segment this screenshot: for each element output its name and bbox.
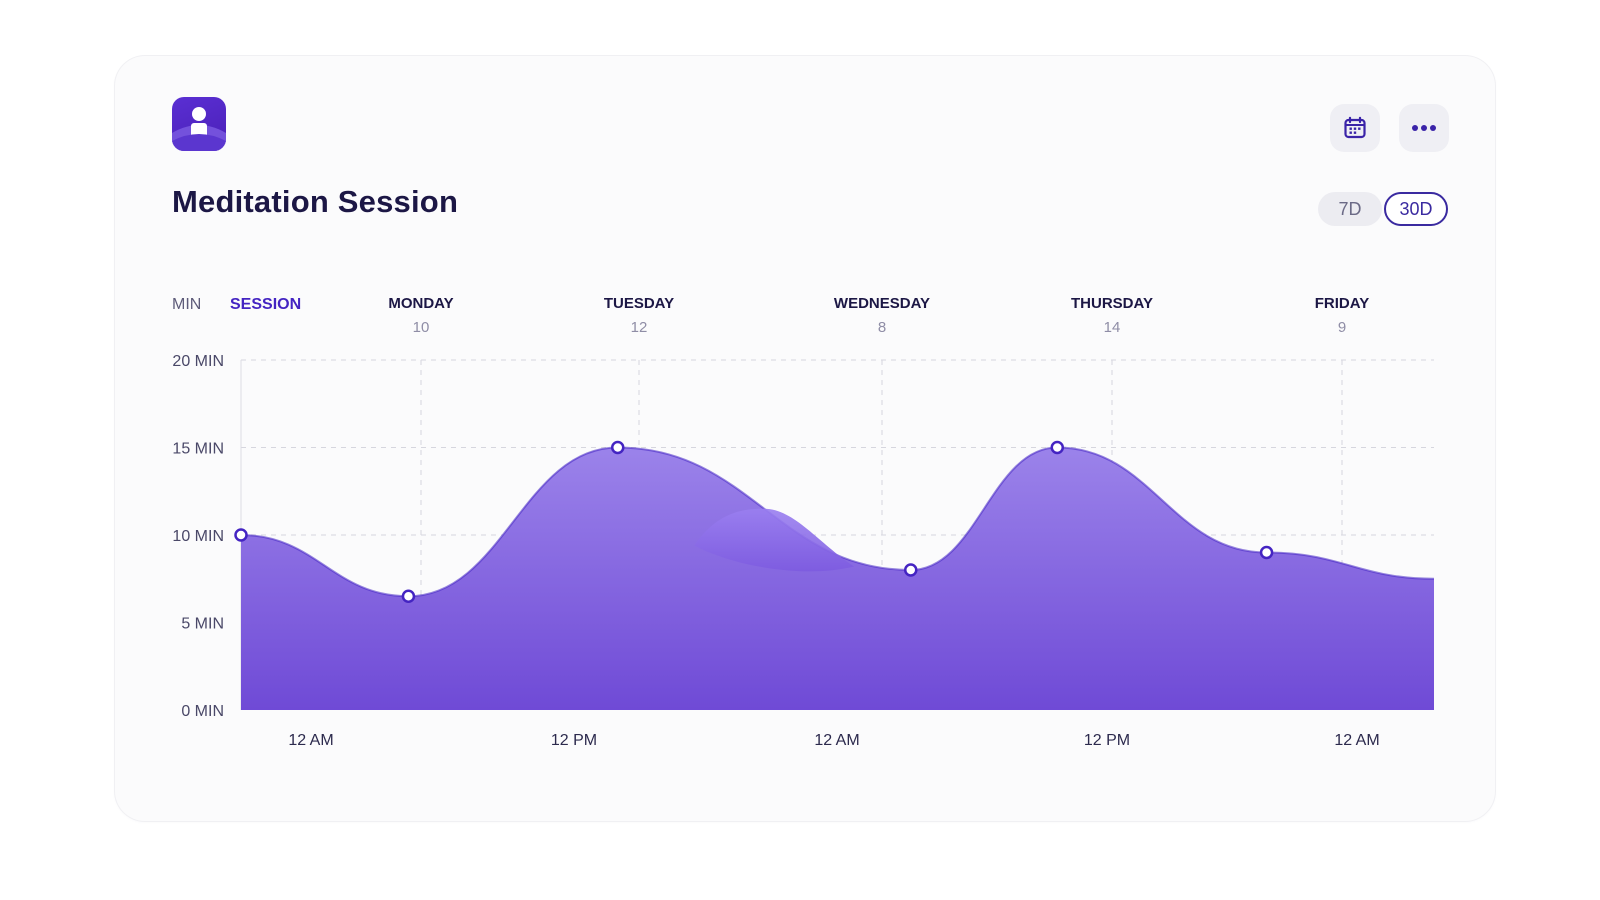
day-value-label: 14 [1104,319,1121,336]
day-label: MONDAY [388,295,453,312]
day-value-label: 10 [413,319,430,336]
data-point-marker [610,440,625,455]
range-toggle: 7D 30D [1318,192,1448,226]
more-options-button[interactable] [1399,104,1449,152]
calendar-icon [1344,116,1366,139]
unit-header-label: MIN [172,296,201,313]
calendar-button[interactable] [1330,104,1380,152]
y-axis-tick-label: 15 MIN [172,441,224,458]
day-label: FRIDAY [1315,295,1369,312]
day-value-label: 12 [631,319,648,336]
y-axis-tick-label: 20 MIN [172,353,224,370]
day-label: TUESDAY [604,295,674,312]
session-line [240,446,1435,598]
day-value-label: 9 [1338,319,1346,336]
x-axis-tick-label: 12 AM [814,732,859,749]
y-axis-tick-label: 10 MIN [172,528,224,545]
day-label: THURSDAY [1071,295,1153,312]
data-point-marker [904,563,918,577]
day-value-label: 8 [878,319,886,336]
x-axis-tick-label: 12 AM [1334,732,1379,749]
meditation-app-icon[interactable] [172,97,226,151]
series-header-label: SESSION [230,296,301,313]
page-title: Meditation Session [172,184,459,219]
x-axis-tick-label: 12 AM [288,732,333,749]
range-7d-button[interactable]: 7D [1318,192,1382,226]
data-point-marker [401,589,416,603]
x-axis-tick-label: 12 PM [1084,732,1130,749]
y-axis-tick-label: 0 MIN [181,703,224,720]
data-point-marker [234,528,248,542]
y-axis-tick-label: 5 MIN [181,616,224,633]
secondary-wave [694,508,855,572]
session-area [241,447,1434,710]
data-point-marker [1259,545,1274,560]
more-horizontal-icon [1412,125,1436,131]
range-30d-button[interactable]: 30D [1384,192,1448,226]
data-point-marker [1050,440,1065,455]
x-axis-tick-label: 12 PM [551,732,597,749]
day-label: WEDNESDAY [834,295,930,312]
